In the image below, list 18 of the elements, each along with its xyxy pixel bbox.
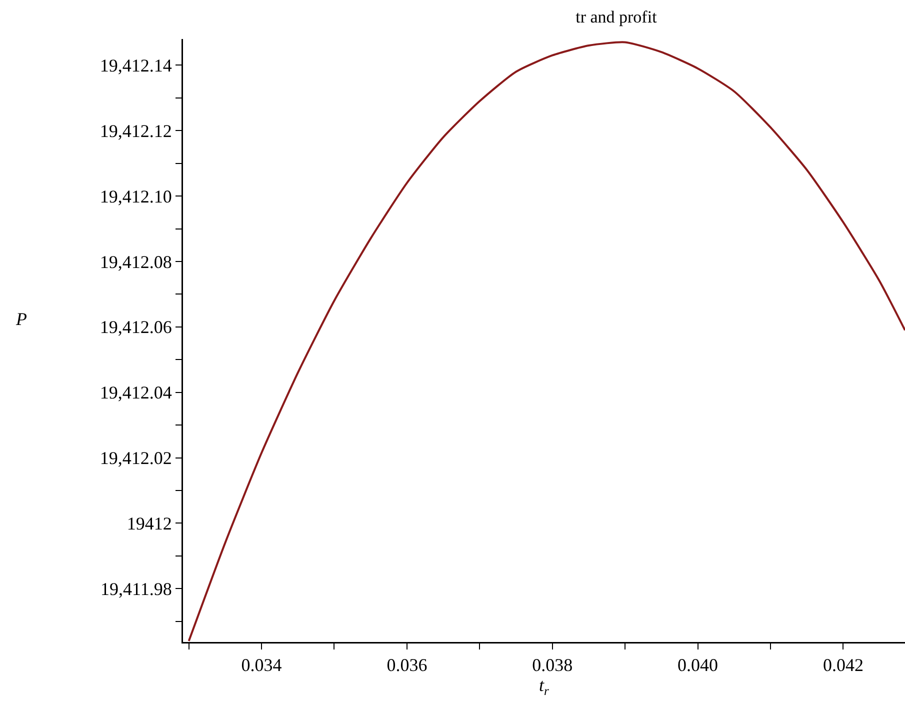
chart-title: tr and profit xyxy=(576,8,658,27)
y-tick-label: 19412 xyxy=(126,514,172,534)
y-tick-label: 19,412.14 xyxy=(100,55,172,76)
x-tick-label: 0.034 xyxy=(241,655,282,676)
y-tick-label: 19,412.08 xyxy=(100,252,172,272)
line-series xyxy=(188,41,905,642)
x-tick-label: 0.040 xyxy=(678,655,718,676)
y-tick-label: 19,412.02 xyxy=(100,448,172,468)
y-tick-label: 19,412.10 xyxy=(100,186,172,206)
x-tick-label: 0.038 xyxy=(532,655,573,676)
x-tick-label: 0.042 xyxy=(822,655,864,676)
x-axis-title: t$_{r}$ xyxy=(539,675,550,698)
y-tick-label: 19,411.98 xyxy=(100,578,172,599)
y-tick-label: 19,412.06 xyxy=(100,317,172,338)
x-tick-label: 0.036 xyxy=(386,655,428,676)
y-tick-label: 19,412.04 xyxy=(100,382,172,403)
y-tick-label: 19,412.12 xyxy=(100,120,172,141)
y-axis-title: P xyxy=(15,309,27,329)
